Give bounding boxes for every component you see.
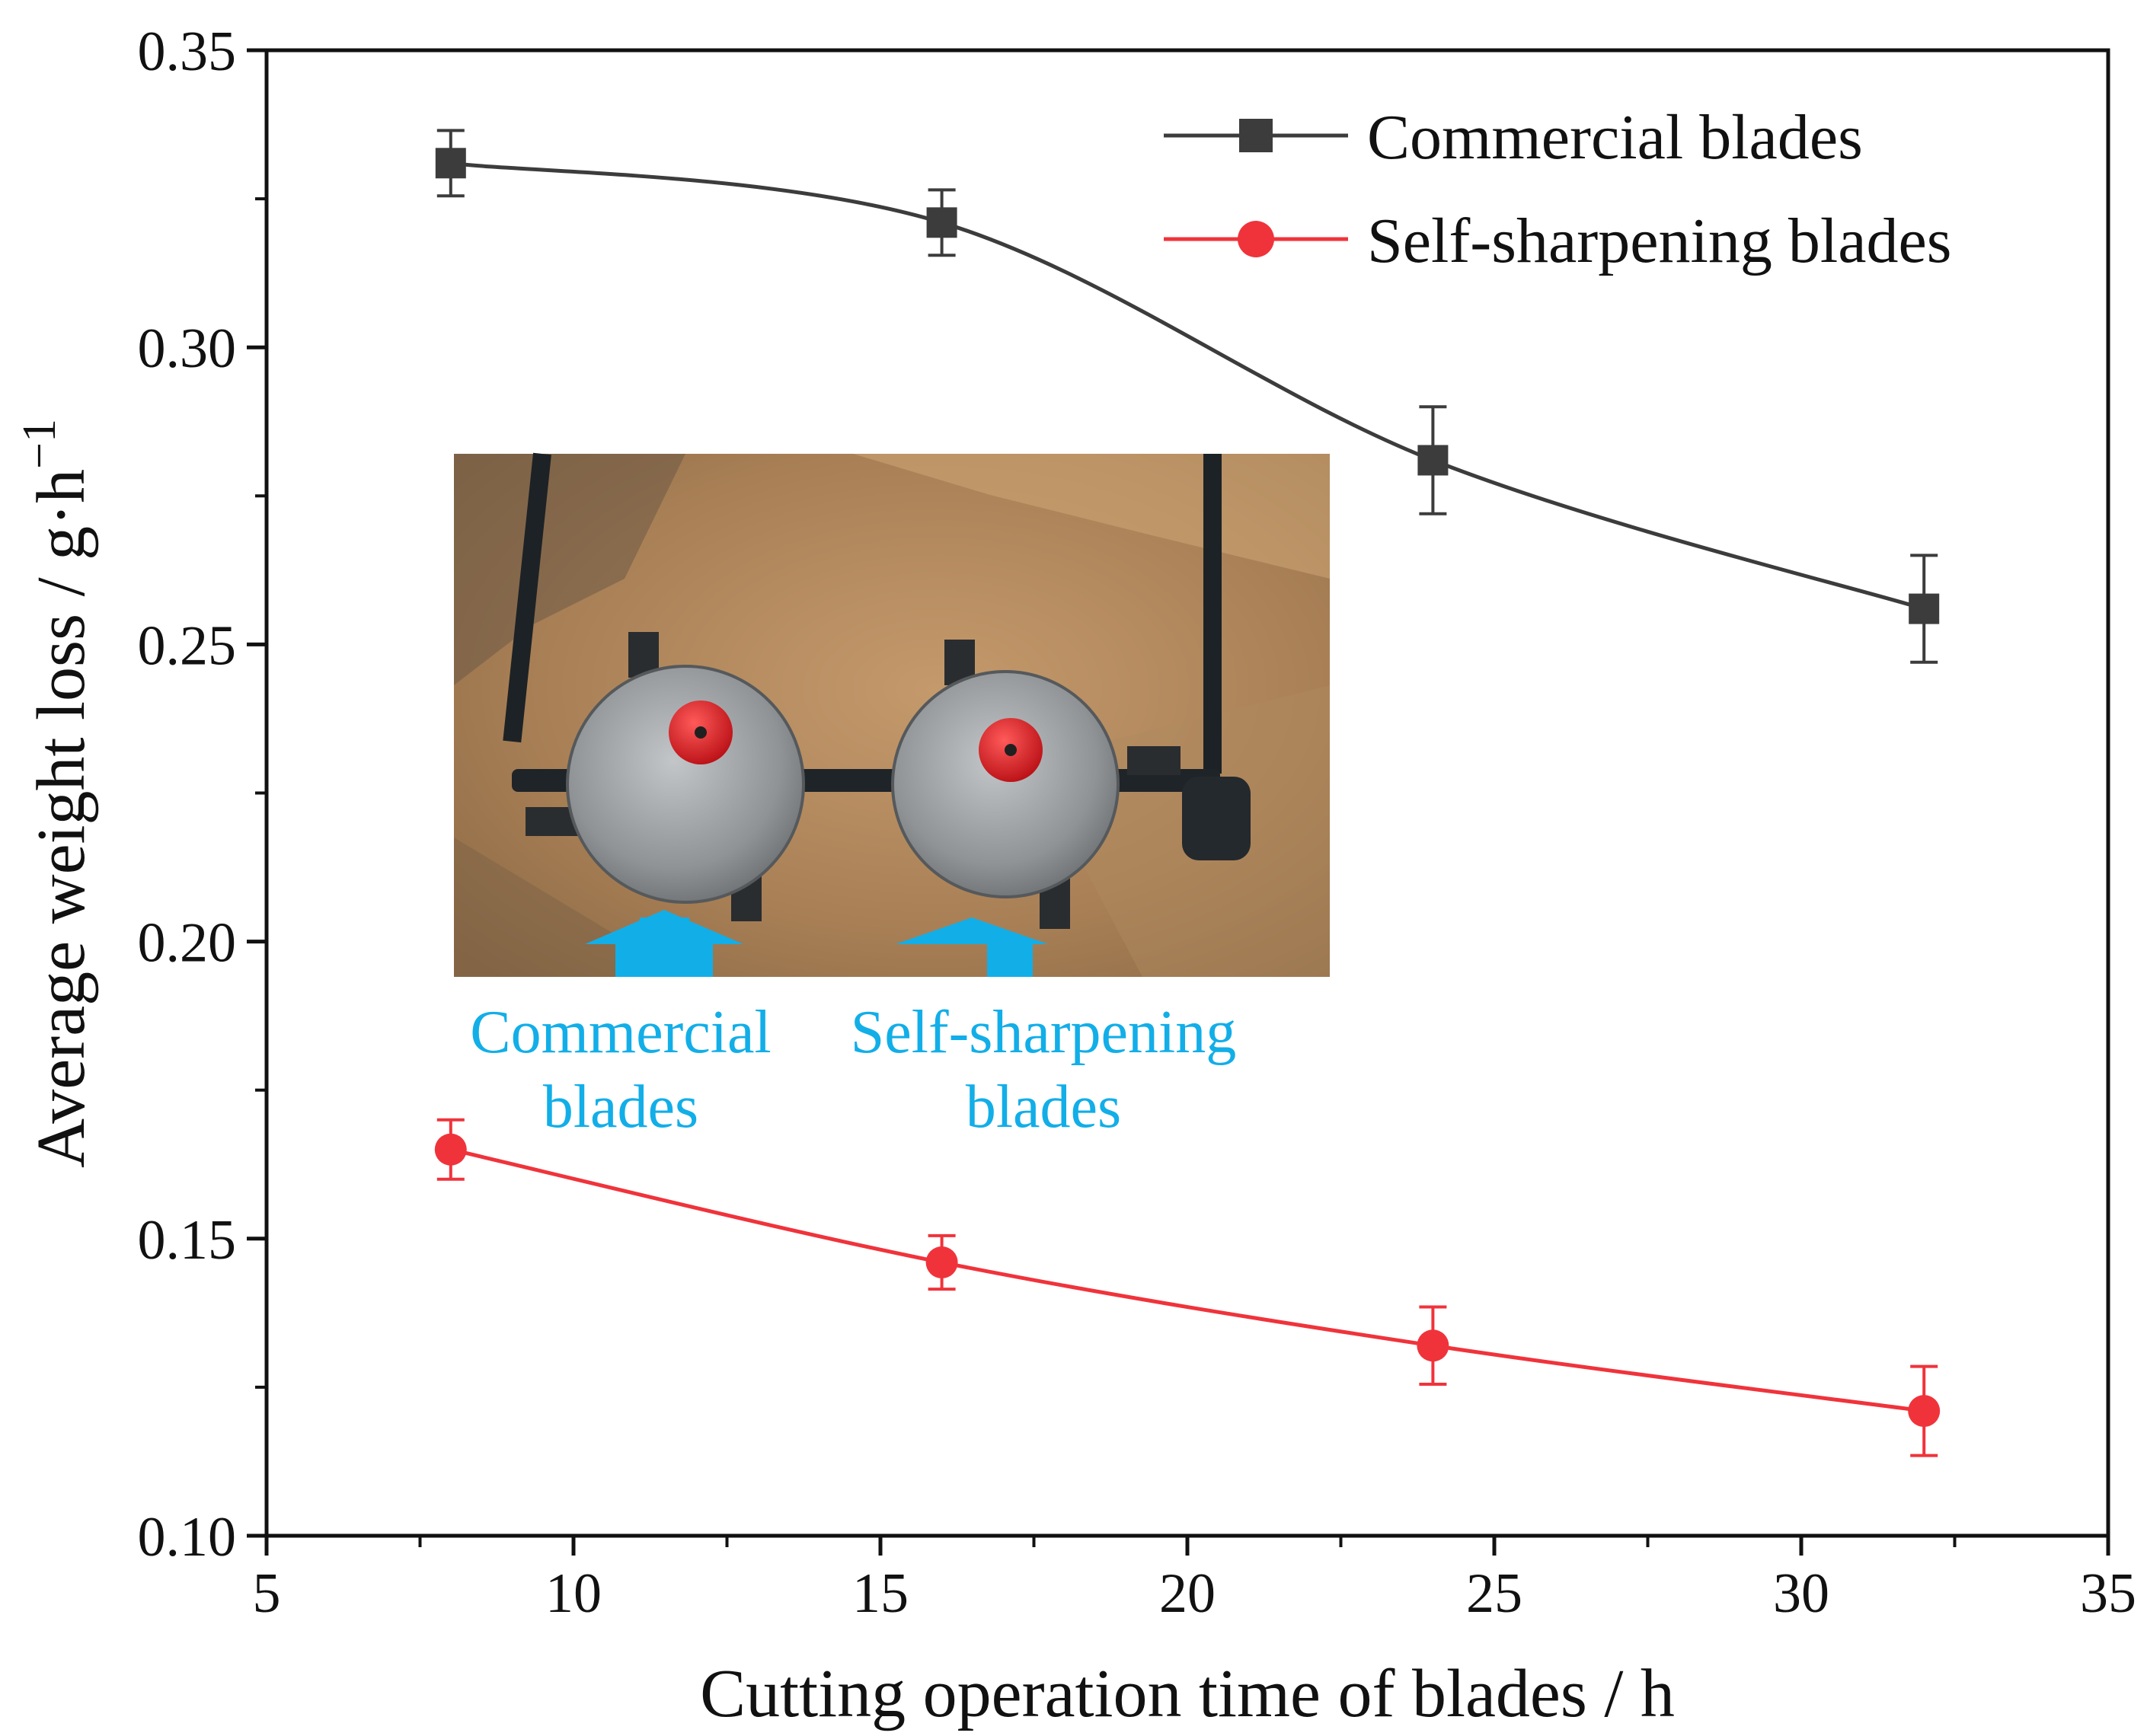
y-tick-label: 0.30 bbox=[138, 318, 237, 380]
y-axis-title-superscript: −1 bbox=[14, 419, 65, 469]
self-sharpening-arrow-icon bbox=[896, 917, 1048, 977]
x-tick-label: 10 bbox=[545, 1562, 602, 1625]
photo-caption-commercial-line1: Commercial bbox=[470, 999, 771, 1066]
x-tick-label: 35 bbox=[2080, 1562, 2136, 1625]
photo-caption-self-sharpening-line2: blades bbox=[966, 1074, 1121, 1141]
data-point-self-sharpening bbox=[1417, 1329, 1449, 1362]
data-point-self-sharpening bbox=[434, 1133, 467, 1166]
y-tick-label: 0.35 bbox=[138, 21, 237, 83]
self-sharpening-blade-disc bbox=[891, 640, 1181, 929]
legend: Commercial blades Self-sharpening blades bbox=[1164, 102, 1951, 276]
legend-label-commercial: Commercial blades bbox=[1367, 102, 1863, 173]
x-tick-label: 20 bbox=[1159, 1562, 1216, 1625]
legend-label-self-sharpening: Self-sharpening blades bbox=[1367, 206, 1951, 276]
commercial-blade-disc bbox=[526, 632, 805, 921]
y-tick-label: 0.25 bbox=[138, 614, 237, 677]
series-line-commercial bbox=[450, 161, 1925, 611]
data-point-commercial bbox=[1909, 593, 1940, 624]
y-tick-label: 0.10 bbox=[138, 1506, 237, 1568]
x-tick-label: 5 bbox=[253, 1562, 281, 1625]
y-axis-title-main: Average weight loss / g·h bbox=[24, 469, 99, 1168]
commercial-arrow-icon bbox=[585, 910, 743, 977]
x-tick-label: 15 bbox=[852, 1562, 909, 1625]
series-self-sharpening bbox=[434, 1118, 1941, 1457]
series-commercial bbox=[435, 129, 1940, 664]
y-axis-title: Average weight loss / g·h−1 bbox=[14, 419, 99, 1168]
axes: 5 10 15 20 25 30 35 0.10 0.15 0.20 0.25 0.30 0.35 bbox=[138, 21, 2137, 1625]
x-tick-label: 30 bbox=[1773, 1562, 1829, 1625]
series-line-self-sharpening bbox=[450, 1147, 1925, 1413]
x-axis-title: Cutting operation time of blades / h bbox=[700, 1656, 1675, 1731]
data-point-self-sharpening bbox=[925, 1246, 958, 1279]
data-point-commercial bbox=[1417, 445, 1449, 476]
data-point-self-sharpening bbox=[1908, 1395, 1941, 1428]
series-layer bbox=[434, 129, 1941, 1457]
legend-marker-commercial bbox=[1239, 119, 1273, 152]
inset-photo bbox=[454, 452, 1330, 977]
data-point-commercial bbox=[435, 148, 466, 179]
legend-marker-self-sharpening bbox=[1238, 221, 1274, 257]
x-tick-label: 25 bbox=[1466, 1562, 1522, 1625]
data-point-commercial bbox=[926, 207, 957, 238]
photo-caption-commercial-line2: blades bbox=[543, 1074, 698, 1141]
y-tick-label: 0.20 bbox=[138, 912, 237, 975]
y-tick-label: 0.15 bbox=[138, 1209, 237, 1272]
photo-caption-self-sharpening-line1: Self-sharpening bbox=[851, 999, 1237, 1066]
